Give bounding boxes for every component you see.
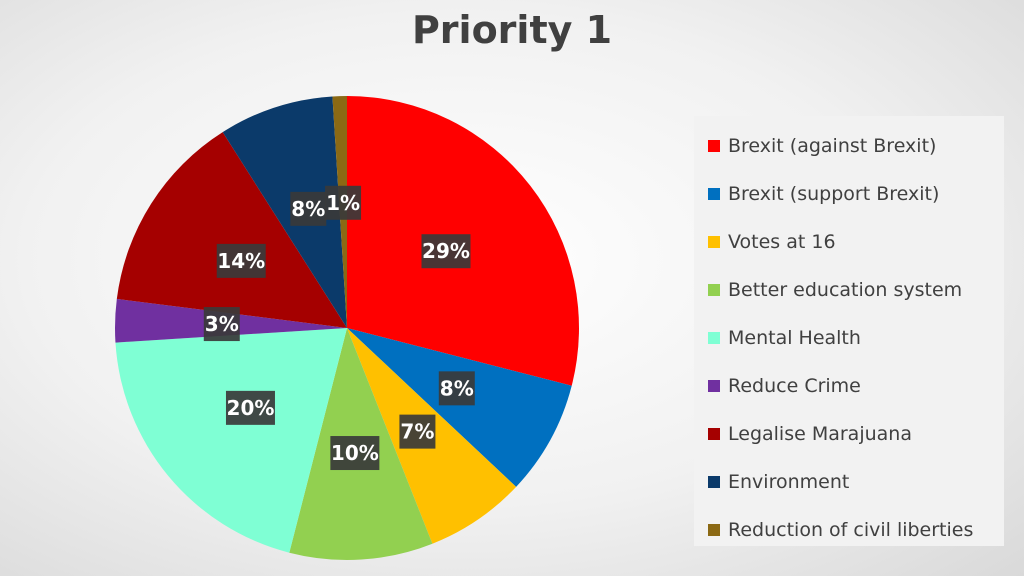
pie-slice — [347, 328, 572, 487]
legend-item: Reduction of civil liberties — [708, 506, 1004, 554]
legend-item: Legalise Marajuana — [708, 410, 1004, 458]
legend-label: Brexit (against Brexit) — [728, 135, 937, 157]
data-label-box — [421, 234, 471, 269]
data-label-box — [203, 307, 240, 342]
data-label-text: 1% — [326, 191, 360, 215]
legend-swatch — [708, 188, 720, 200]
legend-label: Legalise Marajuana — [728, 423, 912, 445]
data-label-text: 29% — [422, 239, 470, 263]
data-label-box — [290, 191, 327, 226]
legend-label: Reduction of civil liberties — [728, 519, 974, 541]
legend-swatch — [708, 236, 720, 248]
data-label-box — [216, 243, 266, 278]
chart-title: Priority 1 — [411, 8, 613, 52]
data-label-box — [438, 371, 475, 406]
data-label: 1% — [325, 185, 362, 220]
legend-label: Votes at 16 — [728, 231, 836, 253]
legend-swatch — [708, 380, 720, 392]
legend-swatch — [708, 140, 720, 152]
data-label-box — [225, 390, 275, 425]
legend-item: Reduce Crime — [708, 362, 1004, 410]
legend-item: Votes at 16 — [708, 218, 1004, 266]
data-label: 29% — [421, 234, 471, 269]
legend-swatch — [708, 332, 720, 344]
data-label: 14% — [216, 243, 266, 278]
data-label-text: 8% — [440, 376, 474, 400]
data-label-box — [330, 436, 380, 471]
legend-swatch — [708, 476, 720, 488]
legend-label: Environment — [728, 471, 850, 493]
legend-label: Better education system — [728, 279, 963, 301]
data-label-text: 10% — [331, 441, 379, 465]
data-label-text: 14% — [217, 249, 265, 273]
legend-item: Better education system — [708, 266, 1004, 314]
legend-swatch — [708, 524, 720, 536]
data-label-text: 7% — [400, 420, 434, 444]
data-label: 8% — [290, 191, 327, 226]
pie-slice — [116, 132, 347, 328]
data-label: 3% — [203, 307, 240, 342]
legend-label: Brexit (support Brexit) — [728, 183, 940, 205]
data-label-text: 3% — [205, 312, 239, 336]
data-label: 10% — [330, 436, 380, 471]
legend-item: Mental Health — [708, 314, 1004, 362]
data-label: 20% — [225, 390, 275, 425]
data-label: 8% — [438, 371, 475, 406]
legend-label: Reduce Crime — [728, 375, 861, 397]
legend-item: Brexit (support Brexit) — [708, 170, 1004, 218]
legend-swatch — [708, 428, 720, 440]
pie-slice — [115, 328, 348, 553]
data-label-text: 8% — [291, 197, 325, 221]
data-label-text: 20% — [227, 396, 275, 420]
legend-item: Environment — [708, 458, 1004, 506]
legend-swatch — [708, 284, 720, 296]
data-label-box — [325, 185, 362, 220]
legend-label: Mental Health — [728, 327, 861, 349]
legend: Brexit (against Brexit) Brexit (support B… — [694, 116, 1004, 546]
data-label: 7% — [399, 414, 436, 449]
legend-item: Brexit (against Brexit) — [708, 122, 1004, 170]
data-label-box — [399, 414, 436, 449]
pie-slice — [222, 96, 347, 329]
